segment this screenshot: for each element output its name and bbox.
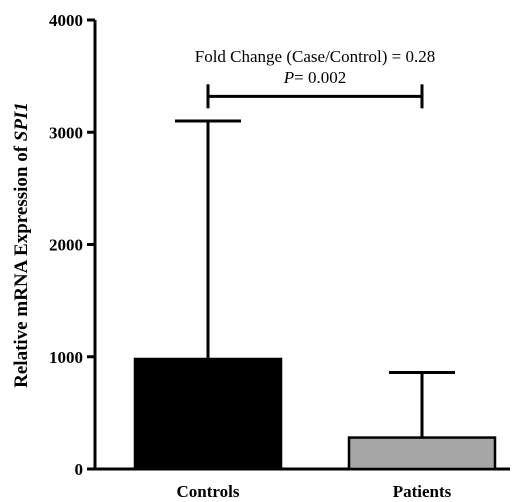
bar-controls <box>133 357 283 471</box>
p-value-text: P= 0.002 <box>283 68 346 87</box>
significance-annotation: Fold Change (Case/Control) = 0.28 P= 0.0… <box>195 47 435 109</box>
bar-patients <box>347 436 497 471</box>
p-symbol: P <box>283 68 294 87</box>
y-axis-title-gene: SPI1 <box>11 102 32 141</box>
y-tick-label: 2000 <box>49 236 83 255</box>
y-tick-label: 1000 <box>49 348 83 367</box>
p-value: = 0.002 <box>294 68 346 87</box>
x-categories: Controls Patients <box>177 482 452 501</box>
y-tick-label: 0 <box>75 460 84 479</box>
y-tick-label: 3000 <box>49 123 83 142</box>
x-category-label: Patients <box>393 482 452 501</box>
fold-change-text: Fold Change (Case/Control) = 0.28 <box>195 47 435 66</box>
error-bars <box>175 119 455 438</box>
bars <box>133 357 497 471</box>
y-ticks: 0 1000 2000 3000 4000 <box>49 11 95 479</box>
y-axis-title: Relative mRNA Expression of SPI1 <box>11 102 32 388</box>
x-category-label: Controls <box>177 482 240 501</box>
y-tick-label: 4000 <box>49 11 83 30</box>
